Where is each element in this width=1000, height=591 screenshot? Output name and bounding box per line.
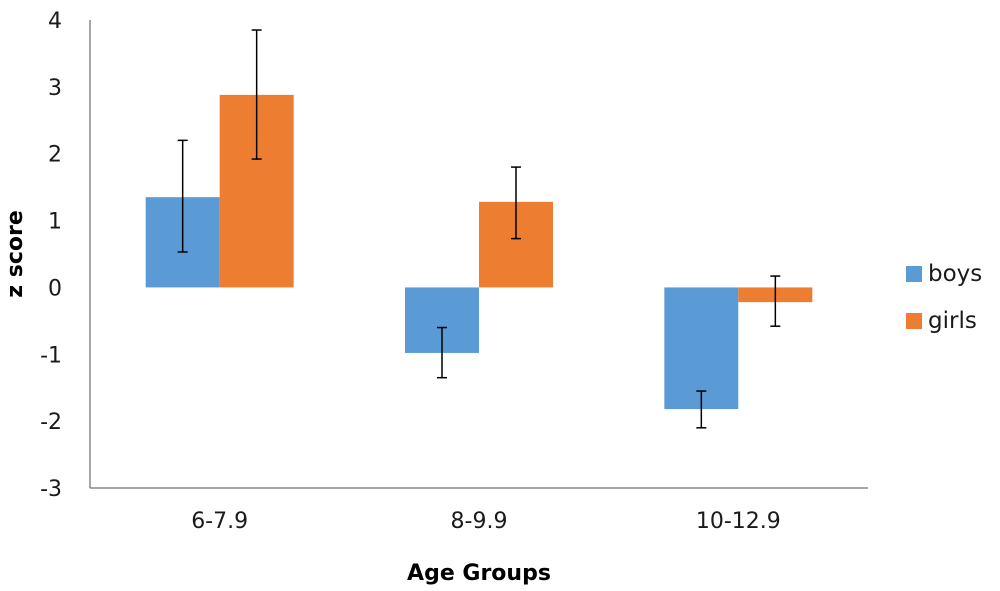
bar-boys — [664, 287, 739, 410]
y-tick-label: 4 — [48, 9, 62, 34]
error-bar-girls — [511, 166, 521, 240]
x-tick-label: 10-12.9 — [696, 509, 781, 534]
x-axis-title: Age Groups — [407, 561, 551, 586]
axes-layer — [89, 20, 868, 489]
legend-label-boys: boys — [928, 261, 982, 287]
y-tick-label: -1 — [40, 343, 62, 368]
y-tick-label: -2 — [40, 410, 62, 435]
y-tick-labels: -3 -2 -1 0 1 2 3 4 — [40, 9, 62, 502]
y-tick-label: 0 — [48, 276, 62, 301]
y-axis-title: z score — [3, 210, 28, 297]
legend-swatch-girls — [906, 313, 922, 329]
y-tick-label: 2 — [48, 143, 62, 168]
y-tick-label: 3 — [48, 76, 62, 101]
legend: boys girls — [906, 261, 982, 334]
x-tick-labels: 6-7.9 8-9.9 10-12.9 — [191, 509, 781, 534]
x-tick-label: 6-7.9 — [191, 509, 248, 534]
error-bar-boys — [177, 139, 188, 253]
legend-label-girls: girls — [928, 308, 977, 334]
error-bars-layer — [177, 29, 781, 429]
y-tick-label: -3 — [40, 477, 62, 502]
error-bar-girls — [251, 29, 262, 160]
bars-layer — [145, 94, 813, 410]
error-bar-boys — [696, 390, 707, 429]
x-tick-label: 8-9.9 — [451, 509, 508, 534]
y-tick-label: 1 — [48, 210, 62, 235]
error-bar-boys — [437, 326, 447, 379]
legend-swatch-boys — [906, 266, 922, 282]
error-bar-girls — [770, 275, 781, 327]
